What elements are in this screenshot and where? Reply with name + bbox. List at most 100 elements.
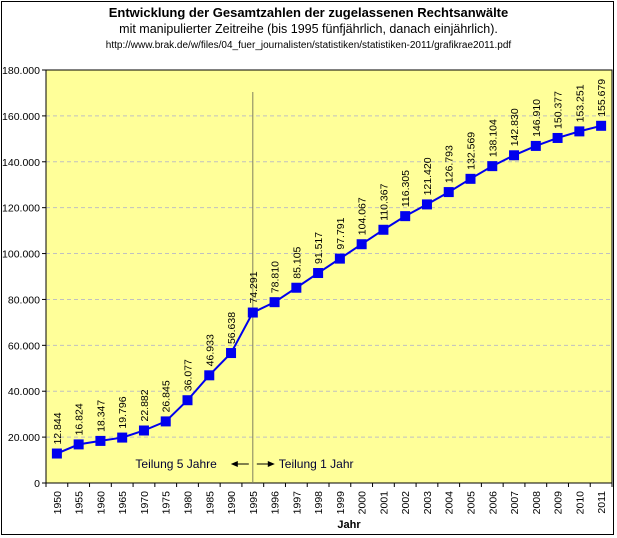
data-label: 153.251 bbox=[574, 84, 586, 122]
x-tick-label: 2003 bbox=[422, 491, 434, 515]
chart-subtitle: mit manipulierter Zeitreihe (bis 1995 fü… bbox=[119, 22, 498, 36]
data-point bbox=[509, 150, 520, 161]
data-label: 116.305 bbox=[400, 170, 412, 207]
x-tick-label: 2004 bbox=[444, 491, 456, 515]
data-point bbox=[552, 132, 563, 143]
x-tick-label: 2005 bbox=[466, 491, 478, 515]
data-point bbox=[226, 348, 237, 359]
data-label: 16.824 bbox=[74, 403, 86, 435]
x-tick-label: 2001 bbox=[378, 491, 390, 515]
x-tick-label: 1960 bbox=[95, 491, 107, 515]
x-tick-label: 2006 bbox=[487, 491, 499, 515]
data-label: 138.104 bbox=[487, 119, 499, 157]
data-label: 36.077 bbox=[183, 359, 195, 391]
y-tick-label: 180.000 bbox=[2, 65, 40, 77]
y-tick-label: 100.000 bbox=[2, 249, 40, 261]
x-tick-label: 1950 bbox=[52, 491, 64, 515]
data-point bbox=[291, 282, 302, 293]
data-point bbox=[269, 297, 280, 308]
data-label: 56.638 bbox=[226, 312, 238, 344]
series-rechtsanwaelte bbox=[51, 120, 607, 459]
data-label: 97.791 bbox=[335, 217, 347, 249]
x-tick-label: 2011 bbox=[596, 491, 608, 514]
x-tick-label: 2010 bbox=[574, 491, 586, 515]
data-label: 22.882 bbox=[139, 389, 151, 421]
data-label: 46.933 bbox=[204, 334, 216, 366]
x-tick-label: 2000 bbox=[357, 491, 369, 515]
annotation-right-label: Teilung 1 Jahr bbox=[279, 457, 354, 471]
data-label: 12.844 bbox=[52, 412, 64, 444]
x-tick-label: 1965 bbox=[117, 491, 129, 515]
data-point bbox=[443, 187, 454, 198]
x-tick-label: 1970 bbox=[139, 491, 151, 515]
data-point bbox=[487, 161, 498, 172]
data-label: 18.347 bbox=[95, 400, 107, 432]
data-label: 110.367 bbox=[378, 183, 390, 220]
data-label: 85.105 bbox=[291, 246, 303, 278]
arrow-left-icon bbox=[230, 461, 238, 467]
data-point bbox=[574, 126, 585, 137]
period-annotations: Teilung 5 Jahre Teilung 1 Jahr bbox=[135, 457, 353, 471]
data-point bbox=[204, 370, 215, 381]
data-label: 155.679 bbox=[596, 79, 608, 117]
gridlines bbox=[46, 115, 612, 438]
x-tick-label: 2008 bbox=[531, 491, 543, 515]
x-tick-label: 2007 bbox=[509, 491, 521, 515]
x-tick-label: 1996 bbox=[270, 491, 282, 515]
data-point bbox=[421, 199, 432, 210]
x-tick-label: 1997 bbox=[291, 491, 303, 515]
x-tick-label: 1998 bbox=[313, 491, 325, 515]
data-point bbox=[247, 307, 258, 318]
data-point bbox=[596, 120, 607, 131]
data-label: 142.830 bbox=[509, 108, 521, 146]
x-tick-label: 2002 bbox=[400, 491, 412, 515]
data-point bbox=[334, 253, 345, 264]
data-point bbox=[117, 432, 128, 443]
annotation-left-label: Teilung 5 Jahre bbox=[135, 457, 217, 471]
data-label: 104.067 bbox=[357, 197, 369, 235]
data-point bbox=[313, 268, 324, 279]
data-point bbox=[356, 239, 367, 250]
data-point bbox=[530, 140, 541, 151]
x-tick-label: 1980 bbox=[183, 491, 195, 515]
plot-area bbox=[45, 69, 613, 484]
y-axis: 0 20.000 40.000 60.000 80.000 100.000 120.000 1… bbox=[2, 65, 47, 490]
data-point bbox=[51, 448, 62, 459]
y-tick-label: 20.000 bbox=[8, 432, 40, 444]
data-label: 74.291 bbox=[248, 271, 260, 303]
data-point bbox=[182, 395, 193, 406]
y-tick-label: 160.000 bbox=[2, 111, 40, 123]
data-label: 132.569 bbox=[466, 132, 478, 170]
y-tick-label: 60.000 bbox=[8, 340, 40, 352]
y-tick-label: 40.000 bbox=[8, 386, 40, 398]
x-tick-label: 1985 bbox=[204, 491, 216, 515]
x-tick-label: 1990 bbox=[226, 491, 238, 515]
x-axis-title: Jahr bbox=[337, 519, 361, 531]
x-axis: 1950 1955 1960 1965 1970 1975 1980 1985 1990 1995… bbox=[45, 482, 613, 515]
chart-title: Entwicklung der Gesamtzahlen der zugelas… bbox=[108, 5, 509, 20]
y-tick-label: 0 bbox=[34, 478, 40, 490]
data-point bbox=[160, 416, 171, 427]
data-label: 150.377 bbox=[553, 91, 565, 129]
arrow-right-icon bbox=[267, 461, 275, 467]
x-tick-label: 1955 bbox=[74, 491, 86, 515]
y-tick-label: 120.000 bbox=[2, 203, 40, 215]
x-tick-label: 1995 bbox=[248, 491, 260, 515]
data-point bbox=[73, 439, 84, 450]
x-tick-label: 1999 bbox=[335, 491, 347, 515]
data-label: 126.793 bbox=[444, 145, 456, 183]
data-label: 121.420 bbox=[422, 157, 434, 195]
data-label: 19.796 bbox=[117, 396, 129, 428]
data-label: 146.910 bbox=[531, 99, 543, 137]
data-labels: 12.844 16.824 18.347 19.796 22.882 26.845 36.0… bbox=[52, 79, 608, 445]
data-point bbox=[95, 435, 106, 446]
data-point bbox=[378, 224, 389, 235]
y-tick-label: 80.000 bbox=[8, 294, 40, 306]
data-label: 91.517 bbox=[313, 232, 325, 264]
x-tick-label: 2009 bbox=[553, 491, 565, 515]
chart-source-url: http://www.brak.de/w/files/04_fuer_journ… bbox=[105, 40, 512, 51]
y-tick-label: 140.000 bbox=[2, 157, 40, 169]
data-point bbox=[400, 211, 411, 222]
data-label: 78.810 bbox=[270, 261, 282, 293]
